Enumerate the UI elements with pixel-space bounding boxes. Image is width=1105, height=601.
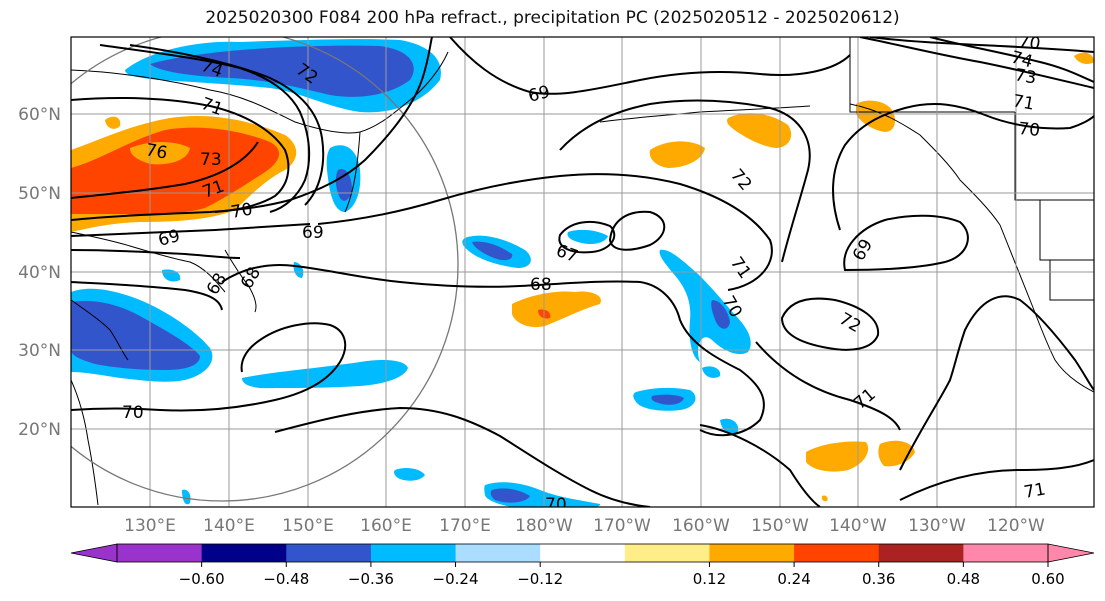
colorbar-over-arrow (1047, 543, 1095, 563)
colorbar-tick-label: −0.48 (263, 570, 309, 588)
lat-label: 60°N (18, 105, 61, 125)
colorbar-tick-label: 0.36 (862, 570, 895, 588)
colorbar-segment (709, 544, 795, 562)
colorbar-tick-label: 0.60 (1031, 570, 1064, 588)
map-content: 74 72 71 69 76 73 71 70 69 68 68 69 67 6… (71, 31, 1094, 515)
contour-label: 69 (302, 223, 324, 243)
lon-label: 130°E (124, 516, 176, 536)
contour-label: 70 (1017, 31, 1042, 54)
colorbar-under-arrow (70, 543, 118, 563)
lon-label: 170°W (593, 516, 651, 536)
contour-label: 73 (200, 150, 222, 170)
colorbar-segments (117, 544, 1049, 562)
lon-label: 140°E (203, 516, 255, 536)
colorbar-segment (201, 544, 287, 562)
colorbar-tick-label: −0.24 (433, 570, 479, 588)
contour-label: 76 (144, 140, 169, 163)
colorbar-tick-label: 0.12 (693, 570, 726, 588)
lon-label: 180°W (515, 516, 573, 536)
contour-label: 73 (1013, 65, 1038, 88)
lat-label: 30°N (18, 341, 61, 361)
lon-label: 170°E (439, 516, 491, 536)
highlight-circle (71, 37, 459, 502)
contour-label: 70 (229, 199, 254, 222)
contour-label: 68 (530, 275, 552, 295)
colorbar-segment (624, 544, 710, 562)
contour-label: 71 (1022, 479, 1047, 502)
longitude-labels: 130°E 140°E 150°E 160°E 170°E 180°W 170°… (124, 516, 1045, 536)
colorbar-segment (370, 544, 457, 562)
colorbar-segment (286, 544, 372, 562)
colorbar-segment (540, 544, 626, 562)
contour-label: 70 (545, 495, 567, 515)
colorbar-tick-labels: −0.60 −0.48 −0.36 −0.24 −0.12 0.12 0.24 0.36 0.4… (179, 562, 1065, 588)
colorbar-frame (116, 543, 1049, 563)
colorbar-tick-label: −0.36 (348, 570, 394, 588)
lon-label: 130°W (908, 516, 966, 536)
lon-label: 160°E (360, 516, 412, 536)
contour-label: 70 (122, 403, 144, 423)
colorbar-tick-label: −0.12 (517, 570, 563, 588)
map-frame (70, 36, 1095, 508)
colorbar-segment (455, 544, 541, 562)
map-title: 2025020300 F084 200 hPa refract., precip… (205, 8, 900, 28)
colorbar-tick-label: 0.24 (777, 570, 810, 588)
colorbar-segment (117, 544, 203, 562)
lon-label: 120°W (987, 516, 1045, 536)
colorbar-segment (963, 544, 1049, 562)
lon-label: 150°W (751, 516, 809, 536)
lon-label: 150°E (282, 516, 334, 536)
colorbar-segment (794, 544, 880, 562)
refractivity-contours (71, 37, 1094, 507)
latitude-labels: 60°N 50°N 40°N 30°N 20°N (18, 105, 61, 440)
lon-label: 160°W (672, 516, 730, 536)
lon-label: 140°W (829, 516, 887, 536)
contour-label: 71 (1011, 91, 1036, 114)
lat-label: 20°N (18, 420, 61, 440)
lat-label: 40°N (18, 263, 61, 283)
contour-label: 70 (1018, 119, 1041, 141)
colorbar-tick-label: −0.60 (179, 570, 225, 588)
colorbar: −0.60 −0.48 −0.36 −0.24 −0.12 0.12 0.24 0.36 0.4… (70, 543, 1095, 588)
colorbar-tick-label: 0.48 (947, 570, 980, 588)
colorbar-segment (878, 544, 964, 562)
lat-label: 50°N (18, 184, 61, 204)
